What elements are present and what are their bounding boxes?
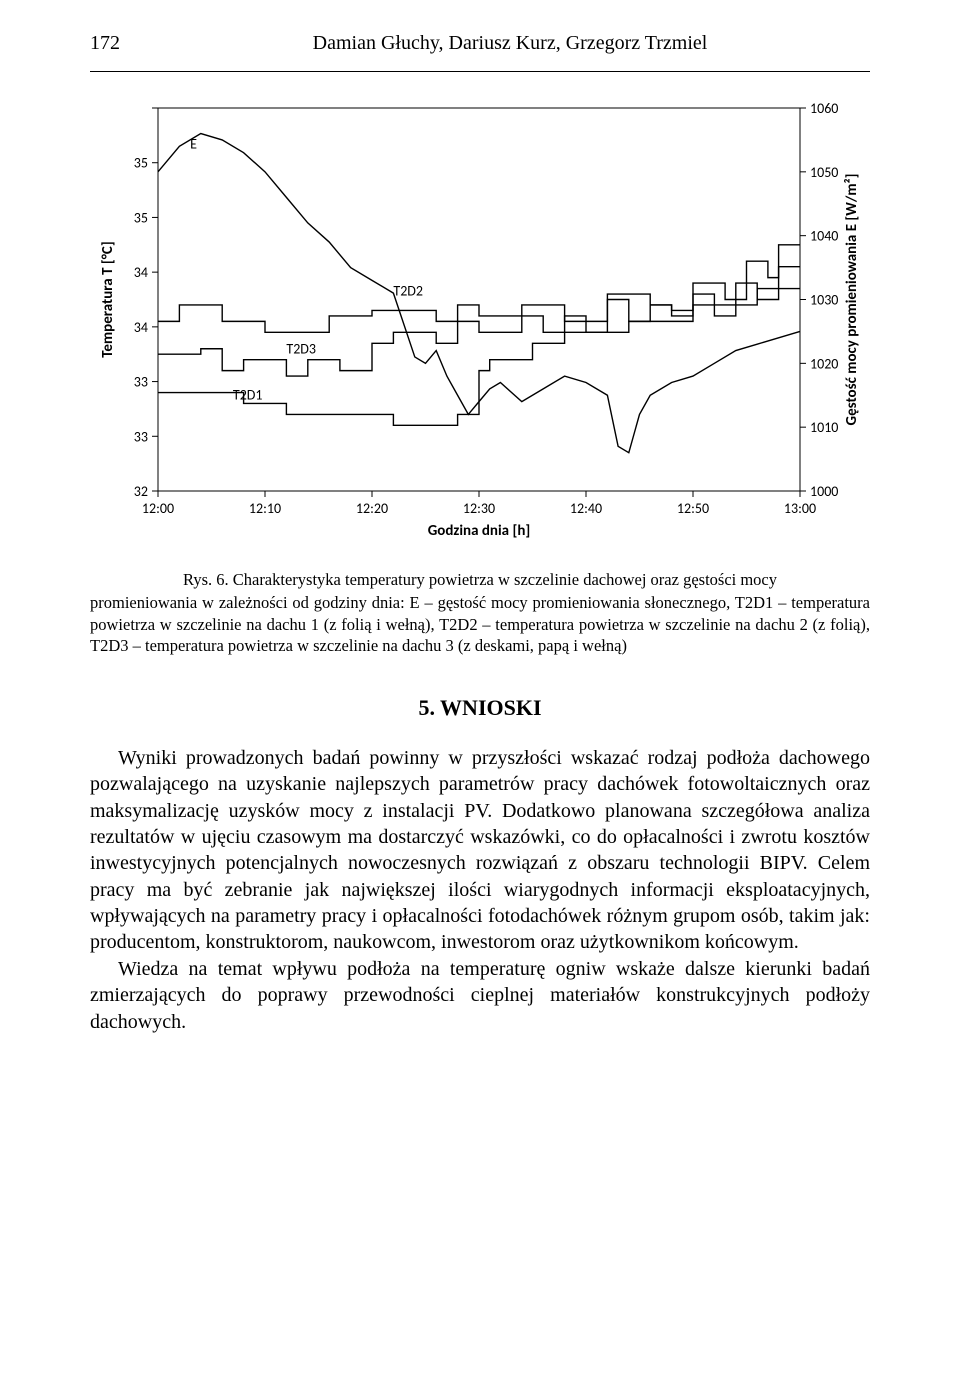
svg-text:1000: 1000 (810, 483, 838, 500)
caption-rest: promieniowania w zależności od godziny d… (90, 593, 870, 655)
running-header: 172 Damian Głuchy, Dariusz Kurz, Grzegor… (90, 32, 870, 55)
svg-text:Temperatura T [°C]: Temperatura T [°C] (99, 241, 117, 357)
svg-text:1050: 1050 (810, 164, 838, 181)
svg-text:35: 35 (134, 155, 148, 172)
svg-text:13:00: 13:00 (784, 500, 816, 517)
svg-text:34: 34 (134, 264, 148, 281)
svg-text:1030: 1030 (810, 292, 838, 309)
svg-text:12:20: 12:20 (356, 500, 388, 517)
svg-text:1060: 1060 (810, 100, 838, 117)
svg-text:Gęstość mocy promieniowania E: Gęstość mocy promieniowania E [W/m²] (843, 174, 861, 426)
svg-text:35: 35 (134, 209, 148, 226)
svg-text:Godzina dnia [h]: Godzina dnia [h] (428, 522, 531, 540)
svg-text:E: E (190, 136, 197, 153)
svg-text:T2D3: T2D3 (286, 340, 316, 357)
figure-caption: Rys. 6. Charakterystyka temperatury powi… (90, 569, 870, 657)
svg-text:T2D1: T2D1 (233, 386, 263, 403)
body-paragraph-1: Wyniki prowadzonych badań powinny w przy… (90, 745, 870, 956)
svg-text:12:00: 12:00 (142, 500, 174, 517)
svg-text:12:50: 12:50 (677, 500, 709, 517)
section-heading: 5. WNIOSKI (90, 695, 870, 721)
svg-text:32: 32 (134, 483, 148, 500)
svg-text:1040: 1040 (810, 228, 838, 245)
svg-text:12:40: 12:40 (570, 500, 602, 517)
page-number: 172 (90, 32, 150, 55)
header-rule (90, 71, 870, 72)
svg-text:12:10: 12:10 (249, 500, 281, 517)
svg-text:1010: 1010 (810, 419, 838, 436)
caption-lead: Rys. 6. Charakterystyka temperatury powi… (90, 569, 870, 590)
authors: Damian Głuchy, Dariusz Kurz, Grzegorz Tr… (150, 32, 870, 55)
temperature-irradiance-chart: 12:00 12:10 12:20 12:30 12:40 12:50 13:00 Godzi… (90, 92, 870, 547)
svg-text:33: 33 (134, 374, 148, 391)
svg-text:33: 33 (134, 428, 148, 445)
svg-text:T2D2: T2D2 (393, 283, 423, 300)
body-paragraph-2: Wiedza na temat wpływu podłoża na temper… (90, 956, 870, 1035)
svg-text:1020: 1020 (810, 355, 838, 372)
chart-svg: 12:00 12:10 12:20 12:30 12:40 12:50 13:00 Godzi… (90, 92, 870, 547)
svg-text:34: 34 (134, 319, 148, 336)
svg-text:12:30: 12:30 (463, 500, 495, 517)
